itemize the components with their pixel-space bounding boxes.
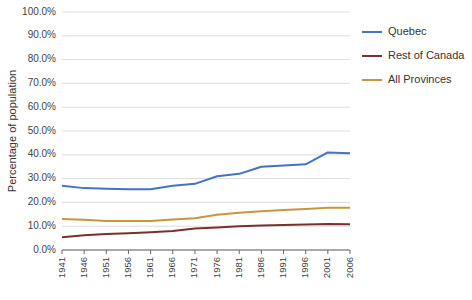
y-axis: 0.0% 10.0% 20.0% 30.0% 40.0% 50.0% 60.0% 70.0% 8… [22, 6, 56, 255]
grid-line [62, 107, 350, 108]
grid-line [62, 35, 350, 36]
y-tick-label: 90.0% [28, 29, 56, 40]
x-tick-label: 1986 [255, 257, 266, 278]
x-tick-label: 1966 [166, 257, 177, 278]
series-line [62, 208, 350, 221]
x-tick-label: 1941 [56, 257, 67, 278]
x-tick [106, 250, 107, 254]
y-tick-label: 50.0% [28, 125, 56, 136]
grid-line [62, 178, 350, 179]
legend-label: Quebec [388, 25, 427, 37]
legend: Quebec Rest of Canada All Provinces [362, 25, 465, 85]
grid-line [62, 131, 350, 132]
x-tick [305, 250, 306, 254]
x-tick-label: 1991 [277, 257, 288, 278]
y-tick-label: 20.0% [28, 196, 56, 207]
legend-label: All Provinces [388, 73, 452, 85]
grid-line [62, 202, 350, 203]
x-tick [239, 250, 240, 254]
y-axis-label: Percentage of population [6, 70, 18, 192]
grid-line [62, 12, 350, 13]
y-tick-label: 100.0% [22, 6, 56, 17]
x-axis-line [62, 250, 350, 251]
y-tick-label: 40.0% [28, 148, 56, 159]
series-line [62, 152, 350, 189]
grid-line [62, 250, 350, 251]
x-tick [350, 250, 351, 254]
grid-line [62, 59, 350, 60]
x-tick [261, 250, 262, 254]
y-tick-label: 30.0% [28, 172, 56, 183]
x-tick [327, 250, 328, 254]
x-tick [194, 250, 195, 254]
y-tick-label: 70.0% [28, 77, 56, 88]
x-tick-label: 1971 [188, 257, 199, 278]
x-tick-label: 2006 [344, 257, 355, 278]
x-tick-label: 1976 [211, 257, 222, 278]
legend-swatch [362, 79, 382, 81]
x-tick [62, 250, 63, 254]
series-lines [62, 152, 350, 237]
x-tick [283, 250, 284, 254]
legend-swatch [362, 31, 382, 33]
chart: 0.0% 10.0% 20.0% 30.0% 40.0% 50.0% 60.0% 70.0% 8… [0, 0, 472, 300]
x-tick-label: 1981 [233, 257, 244, 278]
x-tick-label: 1996 [299, 257, 310, 278]
y-tick-label: 10.0% [28, 220, 56, 231]
grid-line [62, 226, 350, 227]
x-axis: 1941 1946 1951 1956 1961 1966 1971 1976 1981 1986… [56, 250, 355, 278]
x-tick-label: 1951 [100, 257, 111, 278]
x-tick-label: 2001 [321, 257, 332, 278]
y-tick-label: 60.0% [28, 101, 56, 112]
x-tick [84, 250, 85, 254]
series-line [62, 224, 350, 237]
grid [62, 12, 350, 250]
y-tick-label: 80.0% [28, 53, 56, 64]
grid-line [62, 83, 350, 84]
x-tick-label: 1946 [78, 257, 89, 278]
x-tick [217, 250, 218, 254]
x-tick [172, 250, 173, 254]
x-tick-label: 1956 [122, 257, 133, 278]
legend-label: Rest of Canada [388, 49, 465, 61]
y-tick-label: 0.0% [33, 244, 56, 255]
grid-line [62, 154, 350, 155]
x-tick [150, 250, 151, 254]
x-tick [128, 250, 129, 254]
x-tick-label: 1961 [144, 257, 155, 278]
legend-swatch [362, 55, 382, 57]
